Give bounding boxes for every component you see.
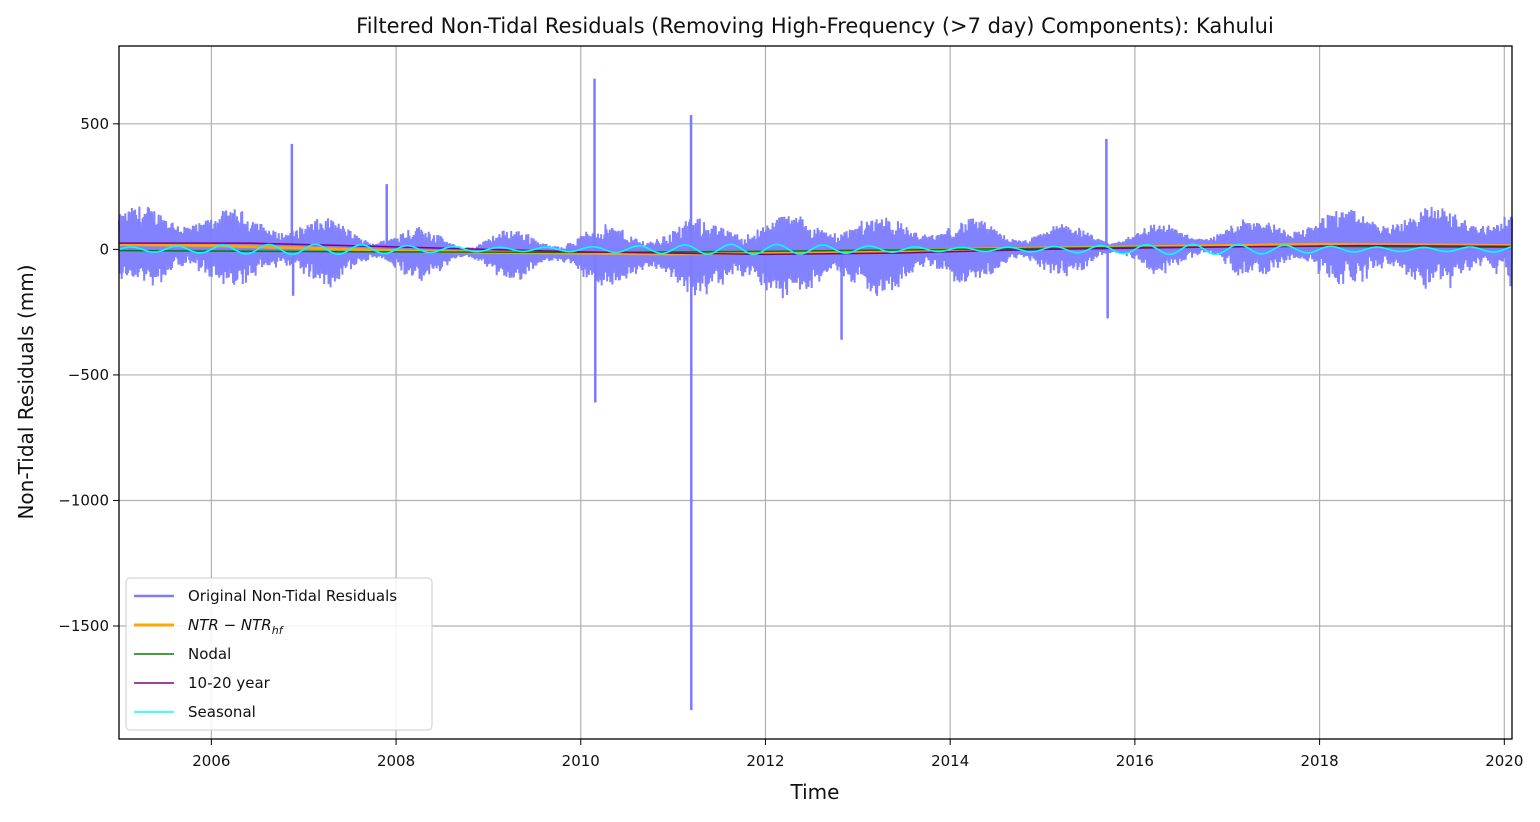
axes-frame — [118, 45, 1513, 740]
legend-label: 10-20 year — [188, 674, 271, 692]
legend-label: Seasonal — [188, 703, 256, 721]
y-tick-label: −1000 — [58, 491, 109, 509]
series-seasonal — [118, 243, 1513, 256]
y-axis-label: Non-Tidal Residuals (mm) — [14, 264, 38, 519]
y-tick-label: −500 — [68, 366, 109, 384]
y-tick-label: 0 — [99, 240, 109, 258]
y-tick-label: 500 — [80, 115, 109, 133]
series-10-20-year — [119, 242, 1513, 256]
legend-box — [125, 577, 433, 731]
x-tick-label: 2014 — [931, 752, 969, 770]
legend-label: Original Non-Tidal Residuals — [188, 587, 397, 605]
plot-area — [118, 78, 1513, 711]
x-axis-label: Time — [790, 780, 840, 804]
x-tick-label: 2020 — [1485, 752, 1523, 770]
x-tick-label: 2018 — [1301, 752, 1339, 770]
y-tick-label: −1500 — [58, 617, 109, 635]
series-original-ntr — [118, 206, 1513, 299]
x-tick-label: 2006 — [192, 752, 230, 770]
chart-title: Filtered Non-Tidal Residuals (Removing H… — [356, 14, 1274, 38]
x-tick-label: 2010 — [562, 752, 600, 770]
y-axis-ticks: 500 0 −500 −1000 −1500 — [58, 115, 119, 635]
legend-label: Nodal — [188, 645, 231, 663]
x-tick-label: 2012 — [746, 752, 784, 770]
chart-legend: Original Non-Tidal Residuals NTR − NTRhf N… — [125, 577, 433, 731]
x-axis-ticks: 2006 2008 2010 2012 2014 2016 2018 2020 — [192, 739, 1523, 770]
legend-label: NTR − NTRhf — [188, 616, 285, 637]
x-tick-label: 2008 — [377, 752, 415, 770]
x-tick-label: 2016 — [1116, 752, 1154, 770]
